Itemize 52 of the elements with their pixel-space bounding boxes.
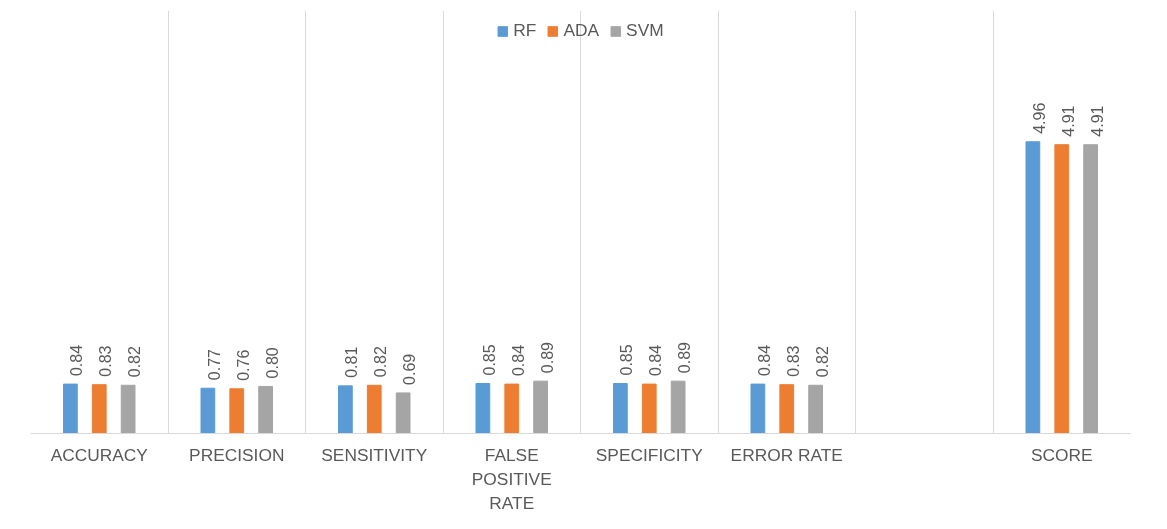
x-tick-label: SENSITIVITY bbox=[321, 444, 428, 465]
data-label: 0.85 bbox=[480, 344, 498, 376]
bar bbox=[1025, 141, 1041, 434]
bar bbox=[229, 388, 245, 434]
bar bbox=[504, 383, 520, 434]
bar bbox=[1054, 144, 1070, 434]
x-tick-label: ERROR RATE bbox=[730, 444, 843, 465]
data-label: 4.91 bbox=[1059, 105, 1077, 137]
data-label: 4.91 bbox=[1088, 105, 1106, 137]
data-label: 0.82 bbox=[813, 346, 831, 378]
x-tick-label: ACCURACY bbox=[50, 444, 149, 465]
bar bbox=[258, 385, 273, 434]
legend-label: SVM bbox=[626, 20, 664, 41]
data-label: 4.96 bbox=[1030, 102, 1048, 134]
data-label: 0.89 bbox=[538, 341, 556, 374]
data-label: 0.76 bbox=[234, 349, 252, 381]
data-label: 0.82 bbox=[126, 346, 144, 378]
legend-label: ADA bbox=[563, 20, 600, 41]
legend-label: RF bbox=[513, 20, 537, 41]
bar bbox=[613, 383, 628, 434]
bar bbox=[1083, 144, 1098, 434]
x-tick-label: SPECIFICITY bbox=[595, 444, 704, 465]
data-label: 0.81 bbox=[343, 346, 361, 378]
x-tick-label: SCORE bbox=[1030, 444, 1093, 465]
data-label: 0.84 bbox=[68, 344, 86, 377]
data-label: 0.85 bbox=[618, 344, 636, 376]
bar bbox=[533, 380, 548, 434]
data-label: 0.82 bbox=[372, 346, 390, 378]
bar bbox=[366, 384, 382, 434]
bar bbox=[779, 384, 795, 434]
bar bbox=[200, 387, 216, 434]
data-label: 0.83 bbox=[97, 345, 115, 377]
data-label: 0.77 bbox=[205, 348, 223, 381]
data-label: 0.84 bbox=[647, 344, 665, 377]
bar bbox=[475, 383, 491, 434]
bar bbox=[808, 384, 823, 434]
data-label: 0.84 bbox=[755, 344, 773, 377]
bar bbox=[750, 383, 766, 434]
bar bbox=[641, 383, 657, 434]
data-label: 0.69 bbox=[401, 353, 419, 385]
data-label: 0.83 bbox=[784, 345, 802, 377]
data-label: 0.89 bbox=[676, 341, 694, 374]
bar bbox=[395, 392, 411, 434]
bar bbox=[120, 384, 136, 434]
bar bbox=[91, 384, 107, 434]
bar bbox=[338, 385, 353, 434]
data-label: 0.84 bbox=[509, 344, 527, 377]
data-label: 0.80 bbox=[263, 347, 281, 379]
x-tick-label: PRECISION bbox=[189, 444, 285, 465]
bar bbox=[63, 383, 78, 434]
bar bbox=[670, 380, 686, 434]
x-tick-label: FALSE POSITIVE RATE bbox=[471, 444, 552, 513]
